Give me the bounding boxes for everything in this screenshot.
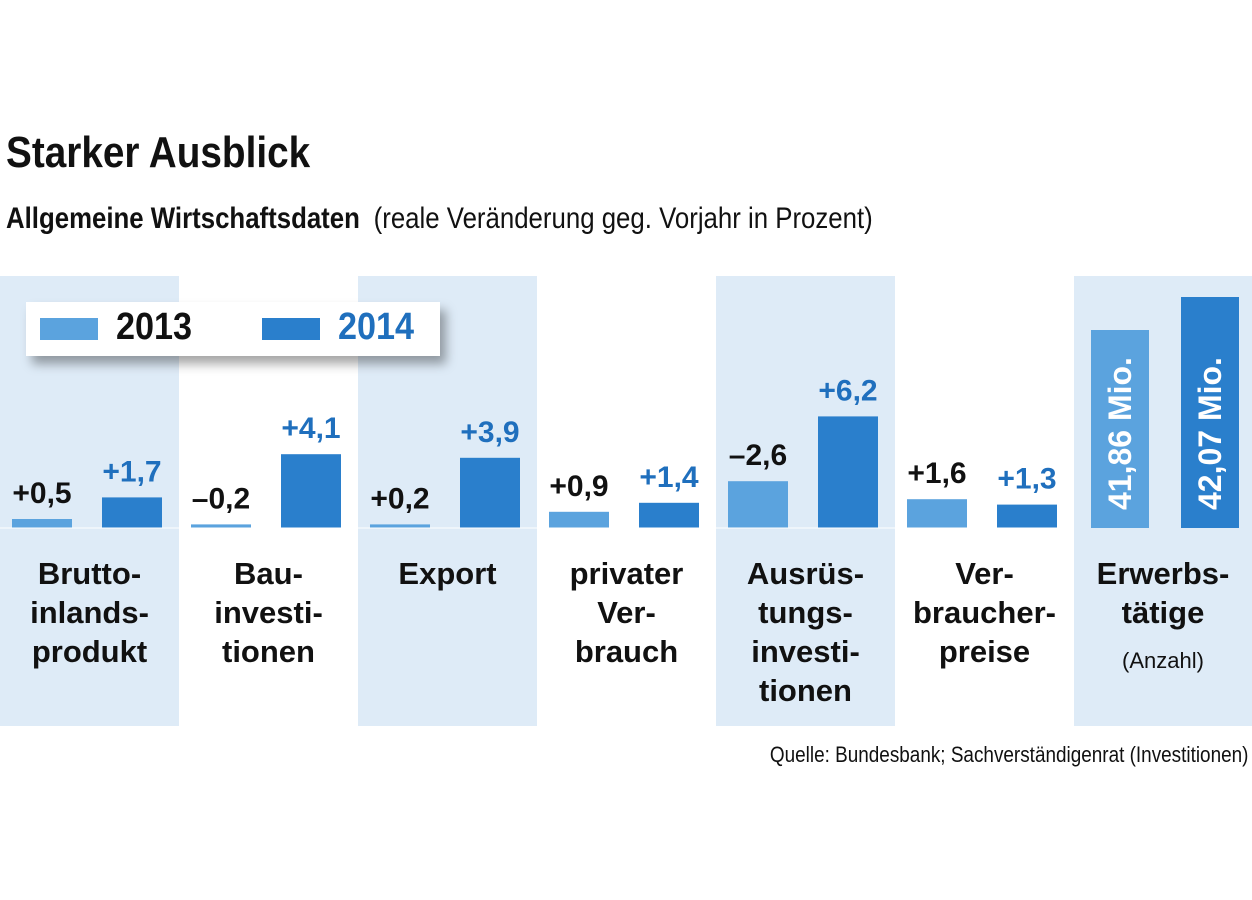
source-note: Quelle: Bundesbank; Sachverständigenrat … [769,742,1248,767]
value-label-2013: –0,2 [192,482,250,515]
category-label: brauch [575,634,678,669]
category-label: tionen [222,634,315,669]
employment-value-2013: 41,86 Mio. [1102,357,1138,510]
bar-2013 [370,524,430,528]
employment-value-2014: 42,07 Mio. [1192,357,1228,510]
value-label-2014: +6,2 [818,374,877,407]
category-label: tionen [759,673,852,708]
value-label-2014: +1,4 [639,461,699,494]
category-label: preise [939,634,1030,669]
bar-2014 [997,504,1057,528]
legend-swatch-2013 [40,318,98,340]
value-label-2014: +3,9 [460,416,519,449]
bar-2013 [12,519,72,528]
value-label-2013: +0,5 [12,477,71,510]
value-label-2013: +0,9 [549,470,608,503]
legend-label-2014: 2014 [338,306,415,348]
category-label: inlands- [30,595,149,630]
value-label-2014: +1,3 [997,463,1056,496]
category-label: privater [570,556,684,591]
bar-2013 [728,481,788,528]
category-label-employment: Erwerbs- [1097,556,1230,591]
bar-2013 [191,524,251,528]
value-label-2013: +0,2 [370,482,429,515]
category-label: investi- [751,634,860,669]
value-label-2013: +1,6 [907,457,966,490]
category-label: Ausrüs- [747,556,864,591]
employment-unit-note: (Anzahl) [1122,648,1204,673]
bar-2014 [281,454,341,528]
category-label: Export [398,556,496,591]
subtitle-bold: Allgemeine Wirtschaftsdaten [6,202,360,235]
bar-2013 [549,511,609,528]
category-label: investi- [214,595,323,630]
bar-2013 [907,499,967,528]
value-label-2013: –2,6 [729,439,787,472]
value-label-2014: +1,7 [102,455,161,488]
category-label: Bau- [234,556,303,591]
category-label: Brutto- [38,556,141,591]
chart-subtitle: Allgemeine Wirtschaftsdaten (reale Veränd… [6,202,873,236]
bar-2014 [639,502,699,528]
category-label: tungs- [758,595,853,630]
category-label: braucher- [913,595,1056,630]
employment-bar-2014 [1181,297,1239,528]
category-label: Ver- [597,595,656,630]
legend-swatch-2014 [262,318,320,340]
bar-2014 [818,416,878,528]
subtitle-light: (reale Veränderung geg. Vorjahr in Proze… [373,202,873,235]
bar-2014 [460,457,520,528]
category-label: produkt [32,634,147,669]
legend-label-2013: 2013 [116,306,193,348]
legend: 2013 2014 [26,302,440,356]
category-label-employment: tätige [1122,595,1205,630]
chart-title: Starker Ausblick [6,128,311,177]
bar-2014 [102,497,162,528]
employment-bar-2013 [1091,330,1149,528]
value-label-2014: +4,1 [281,412,340,445]
category-label: Ver- [955,556,1014,591]
